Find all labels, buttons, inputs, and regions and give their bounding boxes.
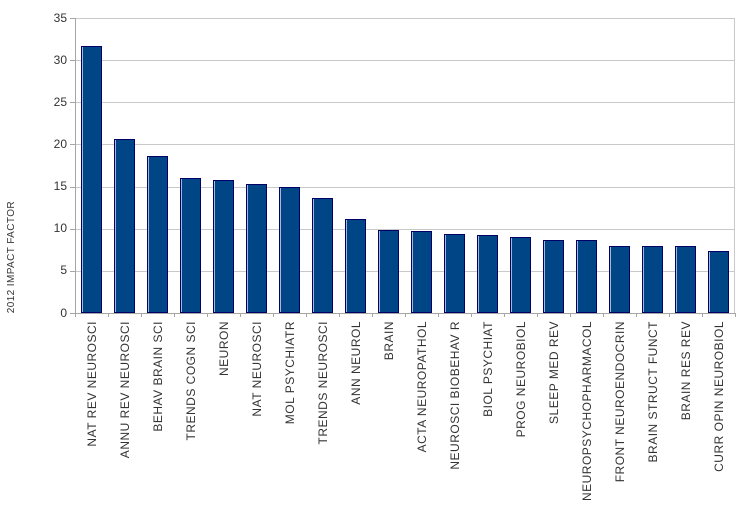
x-tick-8 xyxy=(339,313,340,317)
x-label-sleep-med-rev: SLEEP MED REV xyxy=(546,321,561,424)
bar-neuron xyxy=(213,179,234,313)
plot-right-border xyxy=(734,18,735,313)
x-label-nat-rev-neurosci: NAT REV NEUROSCI xyxy=(84,321,99,447)
y-axis-title: 2012 IMPACT FACTOR xyxy=(6,200,17,313)
x-tick-20 xyxy=(735,313,736,317)
bar-brain xyxy=(378,229,399,313)
y-tick-20 xyxy=(70,144,75,146)
x-label-mol-psychiatr: MOL PSYCHIATR xyxy=(282,321,297,425)
x-tick-16 xyxy=(603,313,604,317)
y-tick-25 xyxy=(70,102,75,104)
y-tick-5 xyxy=(70,270,75,272)
x-tick-4 xyxy=(207,313,208,317)
x-label-annu-rev-neurosci: ANNU REV NEUROSCI xyxy=(117,321,132,459)
bar-curr-opin-neurobiol xyxy=(708,250,729,313)
x-label-brain: BRAIN xyxy=(381,321,396,361)
y-tick-15 xyxy=(70,186,75,188)
gridline-35 xyxy=(75,18,735,19)
x-label-biol-psychiat: BIOL PSYCHIAT xyxy=(480,321,495,417)
bar-trends-neurosci xyxy=(312,198,333,313)
x-tick-3 xyxy=(174,313,175,317)
x-tick-0 xyxy=(75,313,76,317)
y-tick-0 xyxy=(70,313,75,314)
x-tick-7 xyxy=(306,313,307,317)
bar-neurosci-biobehav-r xyxy=(444,233,465,313)
x-label-neurosci-biobehav-r: NEUROSCI BIOBEHAV R xyxy=(447,321,462,470)
bar-brain-res-rev xyxy=(675,246,696,313)
x-tick-15 xyxy=(570,313,571,317)
y-tick-label-30: 30 xyxy=(53,52,67,67)
bar-nat-neurosci xyxy=(246,184,267,313)
gridline-15 xyxy=(75,186,735,188)
y-tick-label-10: 10 xyxy=(53,221,67,236)
bar-mol-psychiatr xyxy=(279,187,300,313)
x-tick-11 xyxy=(438,313,439,317)
gridline-25 xyxy=(75,102,735,104)
gridline-5 xyxy=(75,270,735,272)
x-tick-6 xyxy=(273,313,274,317)
x-tick-9 xyxy=(372,313,373,317)
bar-brain-struct-funct xyxy=(642,246,663,313)
x-tick-5 xyxy=(240,313,241,317)
bar-front-neuroendocrin xyxy=(609,245,630,313)
y-tick-label-15: 15 xyxy=(53,179,67,194)
y-tick-label-0: 0 xyxy=(60,305,67,320)
bar-behav-brain-sci xyxy=(147,156,168,313)
gridline-10 xyxy=(75,228,735,230)
x-tick-13 xyxy=(504,313,505,317)
x-tick-10 xyxy=(405,313,406,317)
bar-annu-rev-neurosci xyxy=(114,139,135,313)
y-tick-10 xyxy=(70,228,75,230)
bar-prog-neurobiol xyxy=(510,237,531,313)
x-label-brain-struct-funct: BRAIN STRUCT FUNCT xyxy=(645,321,660,463)
x-tick-12 xyxy=(471,313,472,317)
bar-neuropsychopharmacol xyxy=(576,239,597,313)
gridline-20 xyxy=(75,144,735,146)
x-tick-2 xyxy=(141,313,142,317)
bar-ann-neurol xyxy=(345,218,366,313)
x-tick-18 xyxy=(669,313,670,317)
x-label-curr-opin-neurobiol: CURR OPIN NEUROBIOL xyxy=(711,321,726,472)
x-label-neuron: NEURON xyxy=(216,321,231,377)
x-tick-19 xyxy=(702,313,703,317)
x-axis-line xyxy=(75,313,735,314)
x-label-brain-res-rev: BRAIN RES REV xyxy=(678,321,693,421)
x-label-acta-neuropathol: ACTA NEUROPATHOL xyxy=(414,321,429,453)
x-label-ann-neurol: ANN NEUROL xyxy=(348,321,363,405)
x-tick-14 xyxy=(537,313,538,317)
bar-biol-psychiat xyxy=(477,235,498,313)
x-label-nat-neurosci: NAT NEUROSCI xyxy=(249,321,264,417)
y-tick-label-20: 20 xyxy=(53,136,67,151)
y-tick-35 xyxy=(70,18,75,19)
x-label-behav-brain-sci: BEHAV BRAIN SCI xyxy=(150,321,165,432)
y-tick-label-25: 25 xyxy=(53,94,67,109)
x-label-trends-neurosci: TRENDS NEUROSCI xyxy=(315,321,330,445)
bar-sleep-med-rev xyxy=(543,239,564,313)
bar-trends-cogn-sci xyxy=(180,178,201,313)
y-tick-label-35: 35 xyxy=(53,10,67,25)
bar-nat-rev-neurosci xyxy=(81,45,102,313)
x-tick-1 xyxy=(108,313,109,317)
bar-acta-neuropathol xyxy=(411,231,432,313)
y-tick-30 xyxy=(70,60,75,62)
y-tick-label-5: 5 xyxy=(60,263,67,278)
y-axis-line xyxy=(75,18,76,317)
x-tick-17 xyxy=(636,313,637,317)
x-label-trends-cogn-sci: TRENDS COGN SCI xyxy=(183,321,198,441)
x-label-prog-neurobiol: PROG NEUROBIOL xyxy=(513,321,528,438)
x-label-neuropsychopharmacol: NEUROPSYCHOPHARMACOL xyxy=(579,321,594,502)
gridline-30 xyxy=(75,60,735,62)
x-label-front-neuroendocrin: FRONT NEUROENDOCRIN xyxy=(612,321,627,483)
